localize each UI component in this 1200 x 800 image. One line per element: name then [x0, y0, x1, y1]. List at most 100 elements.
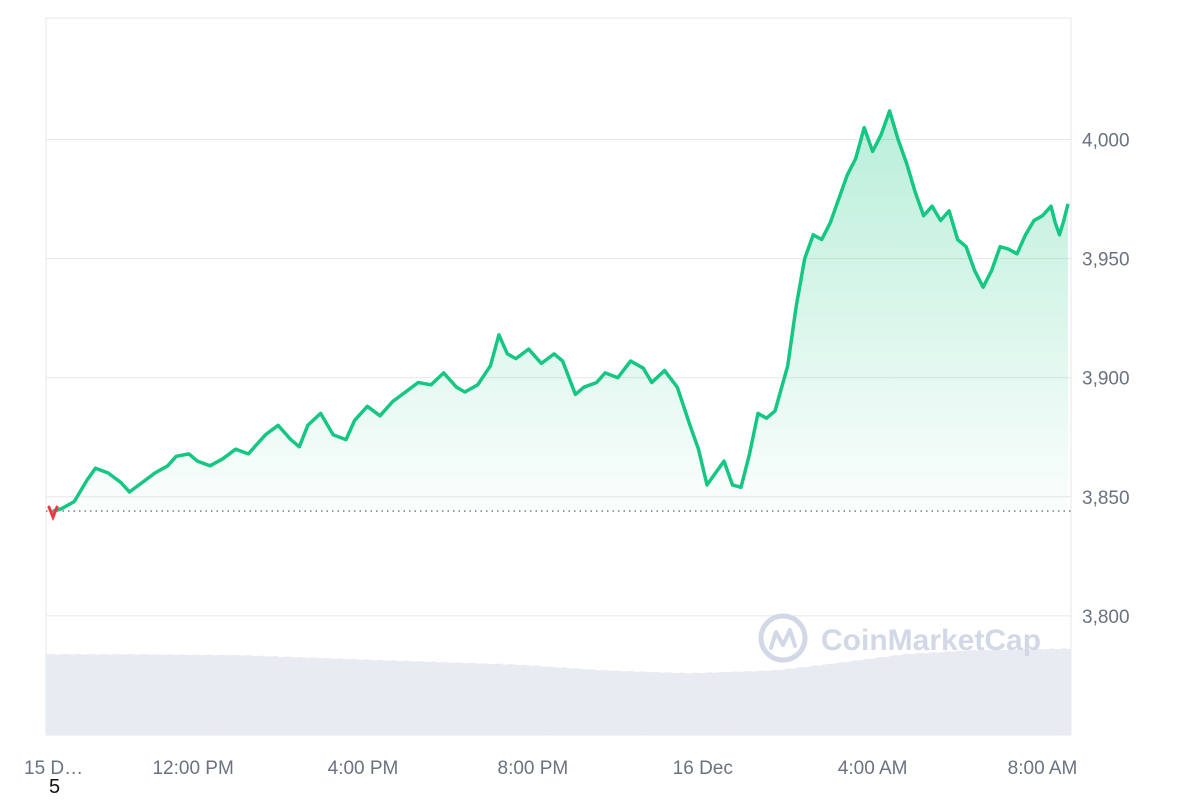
volume-bar	[611, 670, 617, 735]
volume-bar	[220, 654, 225, 735]
volume-bar	[455, 662, 460, 735]
y-tick-label: 3,900	[1082, 369, 1130, 390]
volume-bar	[487, 663, 492, 735]
volume-bar	[298, 657, 303, 735]
volume-bar	[384, 660, 389, 735]
volume-bar	[1049, 648, 1054, 735]
volume-bar	[793, 668, 798, 735]
volume-bar	[238, 655, 243, 735]
volume-bar	[369, 660, 375, 735]
volume-bar	[996, 649, 1001, 735]
volume-bar	[782, 669, 787, 735]
volume-bar	[661, 672, 666, 735]
volume-bar	[124, 654, 129, 735]
y-tick-label: 3,800	[1082, 607, 1130, 628]
volume-bar	[544, 666, 549, 735]
volume-bar	[497, 663, 503, 735]
volume-bar	[380, 660, 385, 735]
volume-bar	[366, 659, 371, 735]
volume-bar	[957, 650, 962, 735]
volume-bar	[95, 654, 100, 735]
volume-bar	[700, 673, 706, 735]
volume-bar	[458, 662, 464, 735]
volume-bar	[871, 658, 876, 735]
volume-bar	[423, 661, 428, 735]
volume-bar	[295, 657, 300, 735]
volume-bar	[586, 669, 592, 735]
volume-bar	[558, 667, 563, 735]
price-area-fill	[53, 110, 1068, 512]
volume-bar	[405, 660, 410, 735]
volume-bar	[1028, 649, 1033, 735]
x-tick-label: 8:00 PM	[498, 758, 569, 779]
volume-bar	[355, 659, 360, 735]
volume-bar	[1010, 649, 1015, 735]
volume-bar	[594, 670, 599, 735]
volume-bar	[757, 670, 762, 735]
x-tick-label: 4:00 PM	[328, 758, 399, 779]
volume-bar	[729, 671, 734, 735]
volume-bar	[579, 669, 585, 735]
volume-bar	[768, 670, 773, 735]
volume-bars	[46, 648, 1072, 735]
volume-bar	[885, 656, 891, 735]
x-tick-label: 8:00 AM	[1008, 758, 1078, 779]
volume-bar	[736, 671, 741, 735]
volume-bar	[853, 660, 859, 735]
volume-bar	[789, 668, 794, 735]
volume-bar	[522, 664, 528, 735]
volume-bar	[416, 661, 421, 735]
volume-bar	[106, 654, 111, 735]
x-tick-label: 12:00 PM	[152, 758, 233, 779]
volume-bar	[227, 655, 232, 735]
volume-bar	[284, 656, 289, 735]
volume-bar	[312, 657, 318, 735]
volume-bar	[270, 656, 275, 735]
volume-bar	[451, 662, 456, 735]
volume-bar	[387, 660, 392, 735]
volume-bar	[636, 671, 641, 735]
volume-bar	[291, 657, 296, 735]
volume-bar	[102, 653, 108, 735]
volume-bar	[690, 673, 695, 735]
volume-bar	[156, 654, 161, 735]
volume-bar	[181, 654, 186, 735]
volume-bar	[78, 654, 83, 735]
coinmarketcap-logo-wave	[769, 628, 797, 650]
volume-bar	[60, 654, 65, 735]
volume-bar	[562, 667, 567, 735]
volume-bar	[213, 655, 218, 735]
volume-bar	[747, 670, 752, 735]
volume-bar	[376, 659, 382, 735]
volume-bar	[843, 662, 848, 735]
volume-bar	[964, 650, 969, 735]
volume-bar	[583, 669, 588, 735]
volume-bar	[775, 670, 780, 735]
volume-bar	[167, 654, 172, 735]
volume-bar	[526, 665, 531, 735]
volume-bar	[149, 654, 154, 735]
x-tick-label: 16 Dec	[673, 758, 733, 779]
volume-bar	[651, 672, 656, 735]
volume-bar	[305, 658, 310, 735]
volume-bar	[697, 672, 702, 735]
volume-bar	[259, 655, 264, 735]
volume-bar	[419, 661, 424, 735]
volume-bar	[971, 650, 976, 735]
volume-bar	[266, 656, 271, 735]
volume-bar	[864, 658, 869, 735]
y-tick-label: 3,950	[1082, 250, 1130, 271]
volume-bar	[53, 654, 58, 735]
price-line	[52, 109, 1070, 513]
volume-bar	[704, 672, 709, 735]
volume-bar	[480, 663, 485, 735]
volume-bar	[989, 650, 994, 735]
volume-bar	[430, 661, 435, 735]
volume-bar	[825, 663, 830, 735]
volume-bar	[394, 660, 399, 735]
volume-bar	[540, 666, 545, 735]
volume-bar	[199, 655, 204, 735]
volume-bar	[551, 666, 556, 735]
volume-bar	[191, 654, 197, 735]
